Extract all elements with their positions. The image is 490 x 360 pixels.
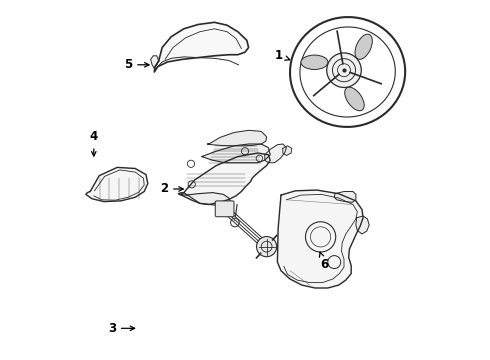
Polygon shape (178, 153, 270, 204)
Polygon shape (151, 56, 159, 68)
Circle shape (327, 53, 361, 87)
Polygon shape (334, 192, 356, 202)
Polygon shape (265, 144, 286, 163)
Circle shape (257, 237, 277, 257)
Text: 6: 6 (319, 252, 328, 271)
FancyBboxPatch shape (215, 201, 234, 217)
Polygon shape (207, 130, 267, 146)
Polygon shape (277, 190, 363, 288)
Text: 4: 4 (90, 130, 98, 156)
Ellipse shape (355, 34, 372, 59)
Ellipse shape (345, 87, 364, 111)
Polygon shape (180, 193, 231, 205)
Text: 1: 1 (275, 49, 290, 62)
Ellipse shape (301, 55, 328, 69)
Polygon shape (154, 22, 248, 72)
Polygon shape (356, 216, 369, 234)
Text: 2: 2 (160, 183, 183, 195)
Text: 3: 3 (108, 322, 135, 335)
Polygon shape (283, 146, 292, 156)
Polygon shape (202, 144, 270, 163)
Polygon shape (86, 167, 148, 202)
Text: 5: 5 (124, 58, 149, 71)
